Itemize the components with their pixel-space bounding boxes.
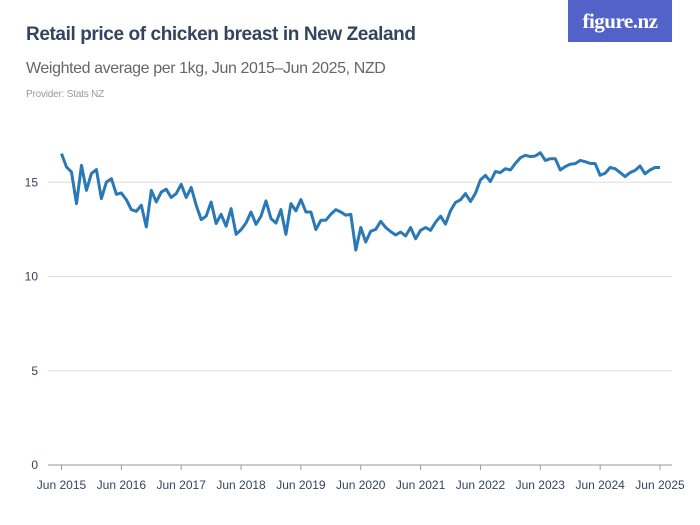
x-tick-label: Jun 2016	[97, 478, 147, 492]
x-tick-label: Jun 2022	[456, 478, 506, 492]
chart-subtitle: Weighted average per 1kg, Jun 2015–Jun 2…	[26, 60, 386, 77]
x-tick-label: Jun 2017	[157, 478, 207, 492]
y-tick-label: 15	[25, 175, 39, 189]
x-tick-label: Jun 2021	[396, 478, 446, 492]
x-tick-label: Jun 2020	[336, 478, 386, 492]
x-tick-label: Jun 2024	[575, 478, 625, 492]
x-tick-label: Jun 2018	[216, 478, 266, 492]
chart-title: Retail price of chicken breast in New Ze…	[26, 24, 416, 45]
series-line	[60, 151, 660, 252]
figure-nz-logo[interactable]: figure.nz	[568, 0, 672, 42]
x-tick-label: Jun 2019	[276, 478, 326, 492]
x-tick-label: Jun 2015	[37, 478, 87, 492]
y-tick-label: 10	[25, 270, 39, 284]
x-tick-label: Jun 2025	[635, 478, 685, 492]
y-tick-label: 5	[31, 364, 38, 378]
provider-label: Provider: Stats NZ	[26, 89, 105, 100]
y-tick-label: 0	[31, 458, 38, 472]
x-tick-label: Jun 2023	[516, 478, 566, 492]
